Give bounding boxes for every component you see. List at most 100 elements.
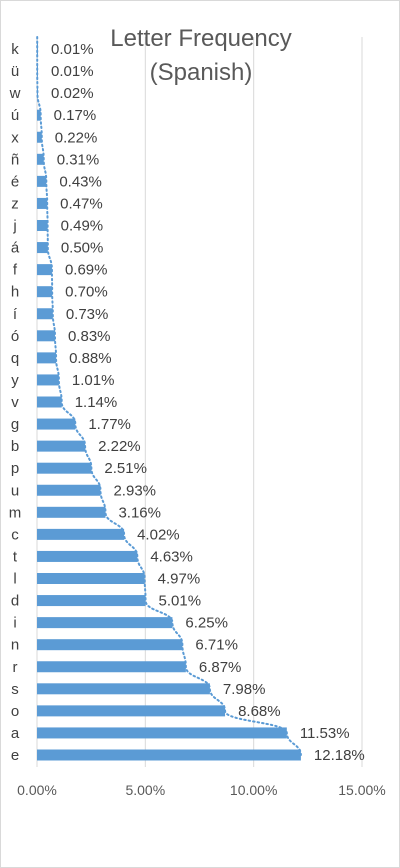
data-label-1: 11.53% xyxy=(300,725,350,742)
data-label-6: 6.25% xyxy=(185,615,228,632)
data-label-13: 2.51% xyxy=(104,460,147,477)
category-label-0: e xyxy=(11,747,19,764)
bar-11 xyxy=(37,506,106,518)
category-label-8: l xyxy=(13,571,16,588)
data-label-7: 5.01% xyxy=(159,593,202,610)
bar-3 xyxy=(37,683,210,695)
category-label-5: n xyxy=(11,637,19,654)
data-label-25: 0.47% xyxy=(60,195,103,212)
category-label-17: y xyxy=(11,372,19,389)
x-tick-label-3: 15.00% xyxy=(338,782,385,798)
category-label-22: f xyxy=(13,262,18,279)
data-label-19: 0.83% xyxy=(68,328,111,345)
data-label-18: 0.88% xyxy=(69,350,112,367)
category-label-20: í xyxy=(13,306,18,323)
data-label-0: 12.18% xyxy=(314,747,365,764)
category-label-14: b xyxy=(11,438,19,455)
data-label-26: 0.43% xyxy=(59,173,102,190)
category-label-6: i xyxy=(13,615,16,632)
data-labels: 12.18% 11.53% 8.68% 7.98% 6.87% 6.71% 6.25% 5.0… xyxy=(51,41,365,764)
chart-title-line-2: (Spanish) xyxy=(150,59,253,86)
trendline xyxy=(36,36,302,756)
bar-16 xyxy=(37,396,62,408)
data-label-3: 7.98% xyxy=(223,681,266,698)
bar-7 xyxy=(37,595,146,607)
bars xyxy=(37,43,301,761)
bar-28 xyxy=(37,131,42,143)
category-label-26: é xyxy=(11,173,19,190)
data-label-21: 0.70% xyxy=(65,284,108,301)
category-label-10: c xyxy=(11,526,19,543)
bar-29 xyxy=(37,109,41,121)
bar-14 xyxy=(37,440,86,452)
category-label-13: p xyxy=(11,460,19,477)
data-label-23: 0.50% xyxy=(61,240,104,257)
category-label-28: x xyxy=(11,129,19,146)
bar-18 xyxy=(37,352,57,364)
bar-25 xyxy=(37,197,48,209)
data-label-32: 0.01% xyxy=(51,41,94,58)
category-label-3: s xyxy=(11,681,19,698)
data-label-11: 3.16% xyxy=(118,504,161,521)
bar-23 xyxy=(37,242,48,254)
data-label-10: 4.02% xyxy=(137,526,180,543)
category-label-16: v xyxy=(11,394,19,411)
category-label-9: t xyxy=(13,548,18,565)
chart-title-line-1: Letter Frequency xyxy=(110,25,291,52)
bar-10 xyxy=(37,528,125,540)
x-tick-label-1: 5.00% xyxy=(125,782,165,798)
category-label-12: u xyxy=(11,482,19,499)
data-label-29: 0.17% xyxy=(54,107,97,124)
bar-22 xyxy=(37,264,52,276)
data-label-30: 0.02% xyxy=(51,85,94,102)
data-label-31: 0.01% xyxy=(51,63,94,80)
data-label-14: 2.22% xyxy=(98,438,141,455)
bar-2 xyxy=(37,705,226,717)
data-label-24: 0.49% xyxy=(61,218,104,235)
x-tick-label-0: 0.00% xyxy=(17,782,57,798)
data-label-28: 0.22% xyxy=(55,129,98,146)
category-label-25: z xyxy=(11,195,19,212)
data-label-2: 8.68% xyxy=(238,703,281,720)
category-label-2: o xyxy=(11,703,19,720)
data-label-9: 4.63% xyxy=(150,548,193,565)
category-label-24: j xyxy=(12,218,16,235)
bar-5 xyxy=(37,639,183,651)
category-label-19: ó xyxy=(11,328,19,345)
bar-20 xyxy=(37,308,53,320)
bar-12 xyxy=(37,484,101,496)
bar-15 xyxy=(37,418,76,430)
bar-13 xyxy=(37,462,92,474)
data-label-12: 2.93% xyxy=(113,482,156,499)
data-label-4: 6.87% xyxy=(199,659,242,676)
bar-1 xyxy=(37,727,287,739)
data-label-16: 1.14% xyxy=(75,394,118,411)
data-label-22: 0.69% xyxy=(65,262,108,279)
data-label-17: 1.01% xyxy=(72,372,115,389)
bar-26 xyxy=(37,175,47,187)
category-label-1: a xyxy=(11,725,20,742)
category-label-4: r xyxy=(13,659,18,676)
bar-17 xyxy=(37,374,59,386)
bar-32 xyxy=(37,43,38,55)
category-label-29: ú xyxy=(11,107,19,124)
category-label-32: k xyxy=(11,41,19,58)
data-label-27: 0.31% xyxy=(57,151,100,168)
bar-9 xyxy=(37,550,138,562)
bar-6 xyxy=(37,617,173,629)
x-axis-ticks: 0.00% 5.00% 10.00% 15.00% xyxy=(17,782,386,798)
data-label-20: 0.73% xyxy=(66,306,109,323)
bar-31 xyxy=(37,65,38,77)
bar-27 xyxy=(37,153,44,165)
bar-21 xyxy=(37,286,53,298)
bar-8 xyxy=(37,573,145,584)
category-label-7: d xyxy=(11,593,19,610)
bar-24 xyxy=(37,220,48,231)
category-label-31: ü xyxy=(11,63,19,80)
bar-0 xyxy=(37,749,301,761)
category-label-21: h xyxy=(11,284,19,301)
category-label-27: ñ xyxy=(11,151,19,168)
